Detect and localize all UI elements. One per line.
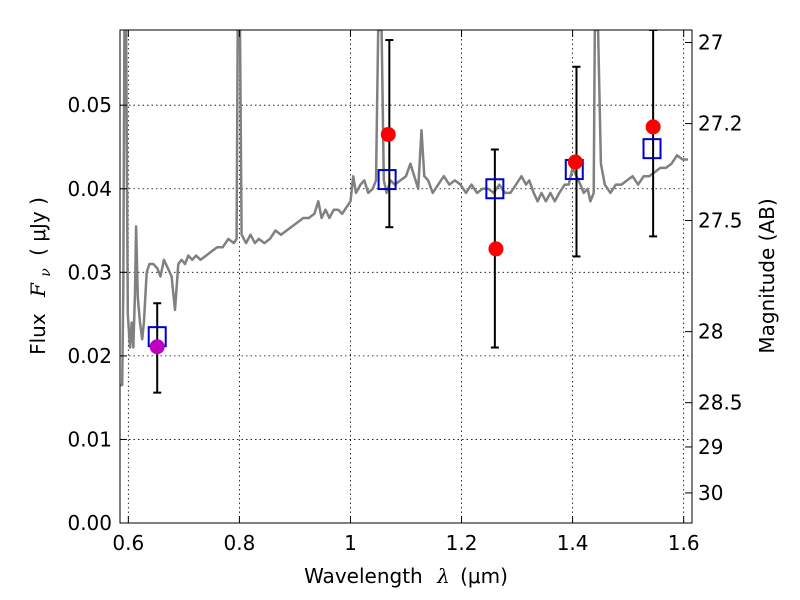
y2-tick-label: 28.5 bbox=[698, 391, 743, 415]
y-axis-title-unit: ( μJy ) bbox=[26, 197, 50, 256]
model-photometry-square bbox=[485, 178, 505, 200]
x-axis-title-text: Wavelength bbox=[304, 564, 423, 588]
measured-flux-point bbox=[149, 339, 165, 355]
measured-flux-point bbox=[488, 241, 504, 257]
y-tick-label: 0.00 bbox=[67, 511, 112, 535]
y-tick-label: 0.01 bbox=[67, 427, 112, 451]
y-axis-title-text: Flux bbox=[26, 313, 50, 355]
y2-tick-label: 27.5 bbox=[698, 209, 743, 233]
x-tick-label: 0.6 bbox=[112, 531, 144, 555]
y-axis-title-symbol: F bbox=[26, 282, 50, 298]
x-tick-label: 1.2 bbox=[446, 531, 478, 555]
measured-flux-point bbox=[567, 154, 583, 170]
x-axis-title-symbol: λ bbox=[436, 564, 450, 588]
plot-background bbox=[120, 30, 692, 523]
model-spectrum-line bbox=[120, 30, 689, 387]
measured-flux-point bbox=[645, 119, 661, 135]
measured-flux-point bbox=[380, 126, 396, 142]
x-tick-label: 1.6 bbox=[668, 531, 700, 555]
x-axis-title-unit: (μm) bbox=[460, 564, 508, 588]
x-tick-label: 1.4 bbox=[557, 531, 589, 555]
x-tick-label: 0.8 bbox=[223, 531, 255, 555]
y2-tick-label: 29 bbox=[698, 435, 723, 459]
y2-tick-label: 27 bbox=[698, 31, 723, 55]
model-photometry-square bbox=[642, 138, 662, 160]
y-tick-label: 0.04 bbox=[67, 177, 112, 201]
y-axis-title: Flux F ν ( μJy ) bbox=[26, 197, 55, 355]
y2-tick-label: 30 bbox=[698, 481, 723, 505]
model-photometry-square bbox=[377, 169, 397, 191]
y-axis-title-subscript: ν bbox=[38, 268, 54, 277]
y-tick-label: 0.03 bbox=[67, 260, 112, 284]
y2-tick-label: 27.2 bbox=[698, 112, 743, 136]
ticks bbox=[120, 30, 692, 524]
plot-content bbox=[120, 30, 689, 394]
y-tick-label: 0.05 bbox=[67, 93, 112, 117]
tick-labels: 0.6 0.8 1 1.2 1.4 1.6 0.00 0.01 0.02 0.03 0.04 0.05… bbox=[67, 31, 742, 555]
x-axis-title: Wavelength λ (μm) bbox=[304, 564, 508, 588]
y-tick-label: 0.02 bbox=[67, 344, 112, 368]
x-tick-label: 1 bbox=[344, 531, 357, 555]
plot-frame bbox=[119, 29, 693, 524]
y2-tick-label: 28 bbox=[698, 320, 723, 344]
y2-axis-title: Magnitude (AB) bbox=[755, 198, 779, 353]
